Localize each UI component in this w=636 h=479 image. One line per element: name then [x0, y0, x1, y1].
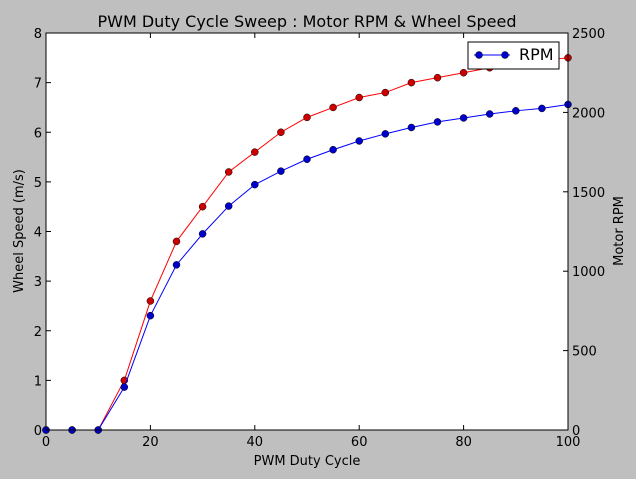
series-0-point — [146, 297, 155, 305]
y-left-tick-label: 2 — [34, 325, 42, 340]
series-1-point — [146, 311, 155, 320]
x-tick-label: 20 — [142, 435, 159, 450]
series-0-point — [198, 202, 207, 211]
legend: RPM — [467, 41, 560, 70]
y-left-tick-label: 5 — [34, 176, 42, 191]
series-0-point — [355, 93, 363, 102]
series-1-point — [433, 118, 442, 126]
series-0-point — [224, 168, 233, 176]
series-1-point — [512, 107, 520, 115]
x-axis-label: PWM Duty Cycle — [254, 454, 361, 469]
series-1-point — [538, 104, 546, 113]
series-1-point — [355, 137, 363, 145]
y-right-tick-label: 1000 — [572, 265, 605, 280]
legend-marker — [475, 51, 483, 59]
y-left-tick-label: 4 — [34, 226, 42, 241]
series-1-point — [172, 261, 181, 269]
series-0-point — [172, 237, 181, 246]
x-tick-label: 100 — [556, 435, 581, 450]
chart-title: PWM Duty Cycle Sweep : Motor RPM & Wheel… — [98, 12, 517, 31]
y-left-tick-label: 6 — [34, 126, 42, 141]
y-right-tick-label: 0 — [572, 424, 580, 439]
plot-frame — [45, 32, 569, 431]
series-1-point — [120, 383, 129, 391]
series-1-point — [277, 167, 285, 175]
x-tick-label: 40 — [247, 435, 264, 450]
y-left-tick-label: 3 — [34, 275, 42, 290]
x-tick-label: 0 — [42, 435, 50, 450]
y-left-axis-label: Wheel Speed (m/s) — [12, 169, 27, 293]
y-right-axis-label: Motor RPM — [612, 196, 627, 266]
series-0-point — [277, 128, 285, 136]
ticks-layer: 0 20 40 60 80 1000123456780500100015002000250… — [34, 27, 605, 450]
y-left-tick-label: 1 — [34, 374, 42, 389]
y-left-tick-label: 0 — [34, 424, 42, 439]
series-0-point — [433, 73, 442, 82]
y-left-tick-label: 7 — [34, 77, 42, 92]
series-1-point — [251, 180, 259, 189]
series-1-point — [329, 145, 337, 154]
plot-area — [46, 33, 568, 430]
series-0-point — [407, 78, 416, 87]
series-1-point — [459, 114, 468, 122]
series-1-point — [303, 155, 311, 163]
y-right-tick-label: 2000 — [572, 106, 605, 121]
series-0-point — [459, 68, 468, 77]
y-right-tick-label: 500 — [572, 345, 597, 360]
y-left-tick-label: 8 — [34, 27, 42, 42]
series-1-point — [485, 110, 494, 118]
series-0-point — [251, 148, 259, 156]
series-0-point — [329, 103, 337, 112]
series-layer — [42, 54, 572, 434]
y-right-tick-label: 1500 — [572, 186, 605, 201]
series-0-point — [303, 113, 311, 122]
series-1-point — [407, 123, 416, 132]
legend-label-rpm: RPM — [519, 45, 554, 64]
legend-marker — [501, 51, 509, 59]
series-0-point — [381, 88, 390, 97]
x-tick-label: 60 — [351, 435, 368, 450]
series-1-point — [381, 130, 390, 138]
series-1-point — [224, 202, 233, 210]
x-tick-label: 80 — [455, 435, 472, 450]
series-1-point — [198, 230, 207, 238]
y-right-tick-label: 2500 — [572, 27, 605, 42]
